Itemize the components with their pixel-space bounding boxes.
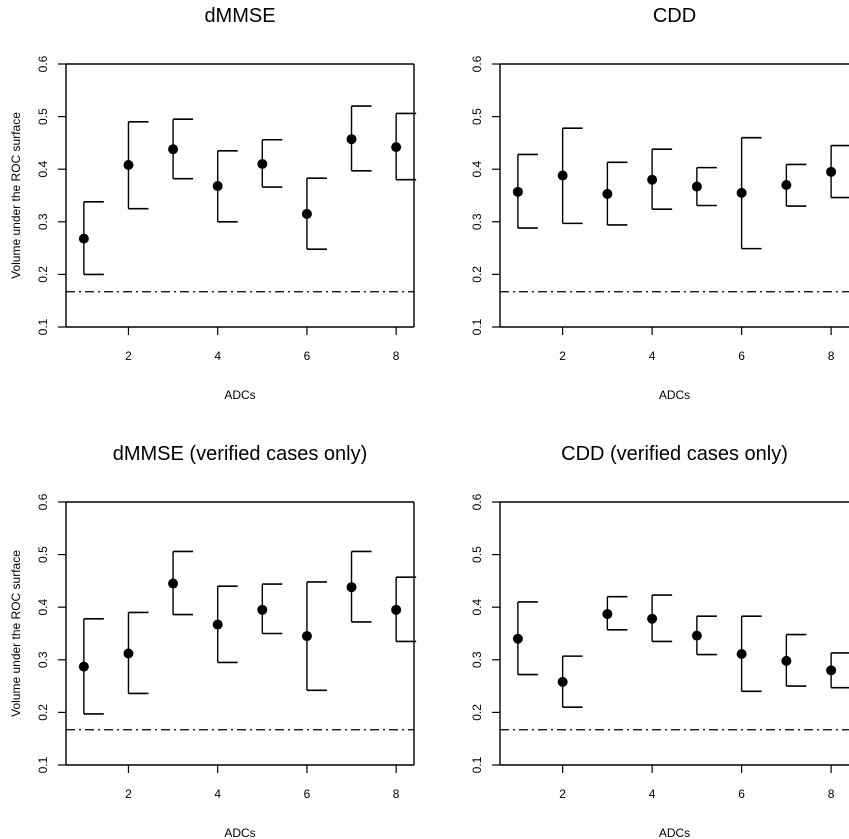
data-point (557, 170, 568, 181)
data-point (512, 633, 523, 644)
data-point (736, 649, 747, 660)
data-point (78, 661, 89, 672)
y-tick-label: 0.1 (470, 318, 484, 335)
y-tick-label: 0.5 (36, 546, 50, 563)
x-tick-label: 4 (649, 349, 656, 363)
x-tick-label: 4 (649, 787, 656, 801)
data-point (781, 655, 792, 666)
y-tick-label: 0.4 (470, 161, 484, 178)
data-point (346, 582, 357, 593)
y-tick-label: 0.4 (36, 599, 50, 616)
y-tick-label: 0.2 (36, 704, 50, 721)
data-point (257, 158, 268, 169)
data-point (78, 233, 89, 244)
x-tick-label: 2 (125, 787, 132, 801)
data-point (691, 181, 702, 192)
y-tick-label: 0.4 (470, 599, 484, 616)
x-tick-label: 4 (214, 349, 221, 363)
y-tick-label: 0.6 (470, 493, 484, 510)
data-point (212, 181, 223, 192)
data-point (512, 186, 523, 197)
panel-title: CDD (verified cases only) (561, 443, 788, 465)
x-tick-label: 2 (559, 349, 566, 363)
x-tick-label: 8 (828, 349, 835, 363)
y-tick-label: 0.3 (36, 651, 50, 668)
data-point (391, 604, 402, 615)
panel-2: CDD 2 4 6 8 0.1 0.2 0.3 0.4 0.5 0.6 ADCs (470, 5, 849, 402)
data-point (602, 609, 613, 620)
y-axis-label: Volume under the ROC surface (9, 550, 23, 717)
data-point (212, 619, 223, 630)
data-point (123, 159, 134, 170)
data-point (826, 665, 837, 676)
data-point (301, 208, 312, 219)
panel-1: dMMSE 2 4 6 8 0.1 0.2 0.3 0.4 0.5 0.6 ADCs Volume un… (9, 5, 417, 402)
data-point (691, 630, 702, 641)
y-tick-label: 0.2 (470, 704, 484, 721)
panel-title: dMMSE (204, 5, 275, 27)
y-tick-label: 0.6 (470, 55, 484, 72)
data-point (602, 188, 613, 199)
data-point (781, 179, 792, 190)
y-tick-label: 0.5 (470, 546, 484, 563)
x-tick-label: 8 (828, 787, 835, 801)
panel-title: dMMSE (verified cases only) (113, 443, 368, 465)
x-tick-label: 6 (304, 349, 311, 363)
x-axis-label: ADCs (659, 826, 690, 839)
y-tick-label: 0.1 (470, 756, 484, 773)
y-axis-label: Volume under the ROC surface (9, 112, 23, 279)
y-tick-label: 0.6 (36, 55, 50, 72)
y-tick-label: 0.3 (470, 213, 484, 230)
data-point (391, 142, 402, 153)
data-point (736, 187, 747, 198)
data-point (647, 613, 658, 624)
x-tick-label: 6 (738, 349, 745, 363)
panel-title: CDD (653, 5, 696, 27)
x-tick-label: 8 (393, 787, 400, 801)
data-point (168, 144, 179, 155)
x-axis-label: ADCs (224, 388, 255, 402)
x-axis-label: ADCs (659, 388, 690, 402)
x-tick-label: 6 (304, 787, 311, 801)
x-tick-label: 8 (393, 349, 400, 363)
data-point (257, 604, 268, 615)
y-tick-label: 0.1 (36, 318, 50, 335)
y-tick-label: 0.3 (36, 213, 50, 230)
y-tick-label: 0.5 (36, 108, 50, 125)
x-axis-label: ADCs (224, 826, 255, 839)
data-point (346, 134, 357, 145)
y-tick-label: 0.3 (470, 651, 484, 668)
y-tick-label: 0.4 (36, 161, 50, 178)
y-tick-label: 0.1 (36, 756, 50, 773)
y-tick-label: 0.2 (36, 266, 50, 283)
y-tick-label: 0.5 (470, 108, 484, 125)
y-tick-label: 0.6 (36, 493, 50, 510)
data-point (647, 174, 658, 185)
data-point (557, 676, 568, 687)
data-point (123, 648, 134, 659)
x-tick-label: 2 (125, 349, 132, 363)
x-tick-label: 2 (559, 787, 566, 801)
x-tick-label: 6 (738, 787, 745, 801)
data-point (168, 578, 179, 589)
x-tick-label: 4 (214, 787, 221, 801)
panel-3: dMMSE (verified cases only) 2 4 6 8 0.1 0.2 0.3… (9, 443, 417, 839)
y-tick-label: 0.2 (470, 266, 484, 283)
data-point (826, 166, 837, 177)
data-point (301, 631, 312, 642)
panel-4: CDD (verified cases only) 2 4 6 8 0.1 0.2 0.3 0.… (470, 443, 849, 839)
